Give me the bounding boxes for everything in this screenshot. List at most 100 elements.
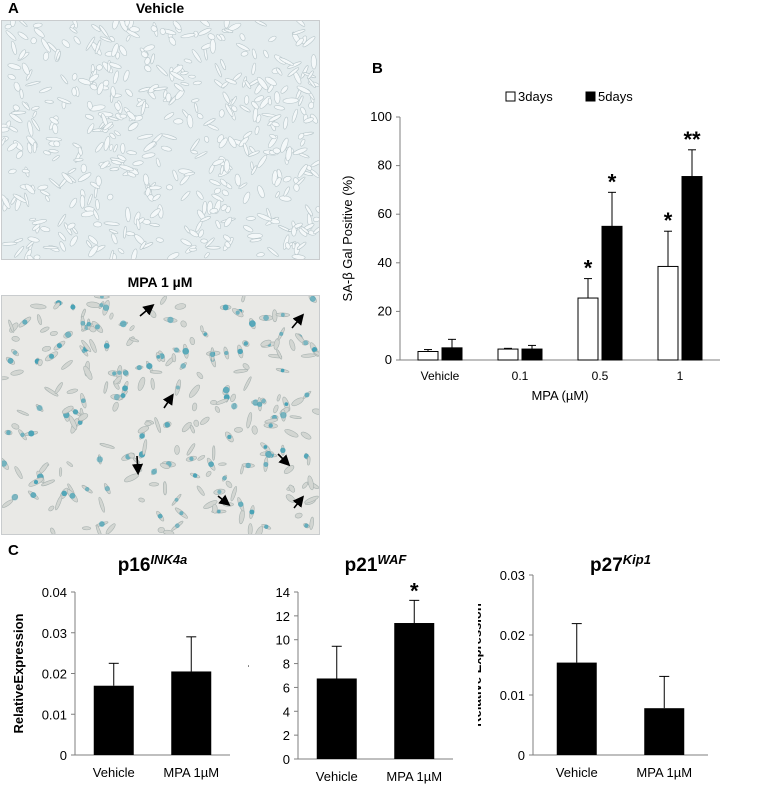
cell <box>56 51 61 61</box>
cell <box>57 97 72 105</box>
cell <box>189 424 195 434</box>
cell <box>66 388 79 394</box>
cell <box>196 371 204 379</box>
stained-cell <box>99 303 104 308</box>
cell <box>184 225 191 234</box>
cell <box>239 33 246 41</box>
cell <box>161 133 177 140</box>
cell <box>11 336 20 342</box>
y-tick-label: 6 <box>283 680 290 695</box>
stained-cell <box>265 451 272 458</box>
stained-cell <box>237 348 243 355</box>
bar <box>93 685 134 755</box>
cell <box>209 38 216 54</box>
cell <box>300 138 306 147</box>
cell <box>140 100 146 116</box>
cell <box>244 79 252 89</box>
cell <box>239 104 251 113</box>
cell <box>240 465 244 475</box>
cell <box>109 132 116 140</box>
stained-cell <box>174 523 180 529</box>
stained-cell <box>304 523 309 528</box>
cell <box>49 330 58 336</box>
cell <box>206 245 221 250</box>
cell <box>233 369 249 374</box>
cell <box>67 167 77 175</box>
stained-cell <box>173 347 180 353</box>
cell <box>44 99 54 104</box>
stained-cell <box>249 509 255 515</box>
cell <box>81 526 92 531</box>
cell <box>48 178 62 189</box>
cell <box>211 193 224 202</box>
cell <box>183 171 196 177</box>
cell <box>32 22 43 28</box>
cell <box>303 117 314 124</box>
cell <box>71 87 77 97</box>
cell <box>194 151 208 159</box>
y-tick-label: 0.03 <box>42 626 67 641</box>
cell <box>73 36 81 45</box>
cell <box>221 189 229 197</box>
bar-3days <box>417 350 439 361</box>
cell <box>69 27 78 34</box>
cell <box>283 465 295 474</box>
cell <box>99 25 109 38</box>
cell <box>11 40 17 55</box>
cell <box>234 427 244 433</box>
cell <box>223 502 234 507</box>
cell <box>55 495 63 511</box>
cell <box>7 63 22 70</box>
cell <box>59 241 66 252</box>
cell <box>153 86 168 91</box>
chart-title: p27Kip1 <box>590 552 651 576</box>
cell <box>149 208 161 219</box>
cell <box>295 37 304 47</box>
cell <box>155 157 161 168</box>
cell <box>31 106 40 111</box>
cell <box>37 184 49 191</box>
cell <box>40 226 51 232</box>
cell <box>209 208 219 214</box>
cell <box>103 121 113 131</box>
significance-marker: * <box>410 578 419 603</box>
cell <box>139 240 147 250</box>
stained-cell <box>224 350 229 356</box>
cell <box>310 159 319 168</box>
cell <box>180 320 187 328</box>
cell <box>57 213 67 227</box>
cell <box>138 497 145 503</box>
stained-cell <box>280 368 285 373</box>
cell <box>293 21 306 27</box>
stained-cell <box>264 524 269 529</box>
cell <box>108 62 122 69</box>
cell <box>48 505 55 512</box>
cell <box>198 21 210 27</box>
cell <box>173 118 184 125</box>
stained-cell <box>231 403 238 410</box>
cell <box>33 27 45 38</box>
chart-p21: p21WAF 0 2 4 6 8 10 12 14 Vehicle * MPA 1µM Relative… <box>248 552 453 784</box>
cell-layer <box>2 21 319 259</box>
cell <box>171 353 177 363</box>
stained-cell <box>49 353 55 359</box>
stained-cell <box>256 401 263 407</box>
cell <box>32 110 37 118</box>
cell <box>196 113 204 120</box>
bar-3days <box>497 348 519 361</box>
cell <box>30 303 47 310</box>
cell <box>144 57 151 65</box>
y-tick-label: 0.04 <box>42 585 67 600</box>
stained-cell <box>102 304 110 311</box>
cell <box>156 64 169 77</box>
cell <box>214 406 221 413</box>
stained-cell <box>245 462 251 469</box>
cell <box>188 384 201 398</box>
cell <box>280 137 289 153</box>
stained-cell <box>238 501 244 507</box>
cell <box>71 73 78 81</box>
cell <box>220 204 228 211</box>
cell <box>32 223 41 231</box>
cell <box>93 221 103 228</box>
cell <box>204 237 215 248</box>
